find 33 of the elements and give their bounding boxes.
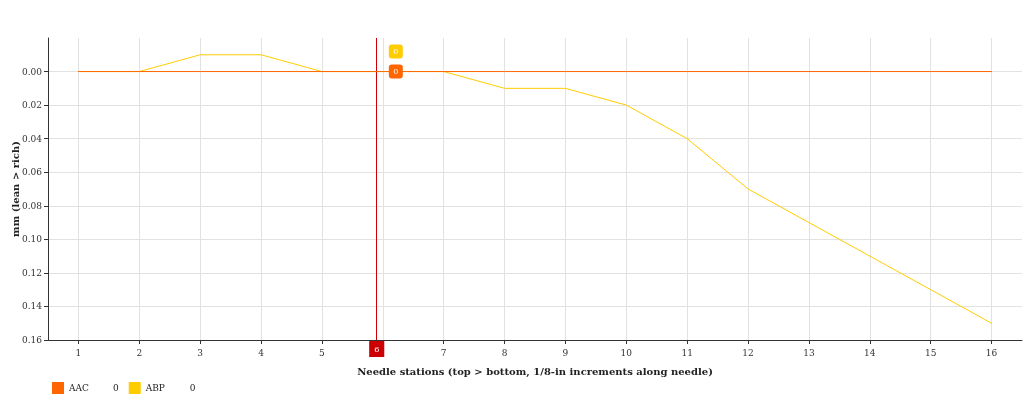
x-tick-label: 16 (985, 347, 998, 358)
x-tick-label: 8 (501, 347, 508, 358)
y-tick-label: 0.02 (21, 100, 42, 111)
y-tick-label: 0.04 (21, 133, 43, 144)
y-tick-label: 0.00 (21, 66, 43, 77)
y-tick-label: 0.12 (21, 267, 42, 278)
x-tick-label: 10 (620, 347, 633, 358)
legend-label: AAC (68, 383, 89, 393)
annotation: 0 (393, 67, 399, 77)
x-tick-label: 9 (562, 347, 569, 358)
y-tick-label: 0.16 (21, 335, 43, 345)
x-tick-label: 2 (136, 347, 143, 358)
x-tick-label: 4 (258, 347, 265, 358)
x-tick-label: 5 (319, 347, 326, 358)
y-tick-label: 0.08 (21, 200, 43, 211)
x-tick-label: 14 (864, 347, 876, 358)
x-tick-label: 12 (742, 347, 754, 358)
text: 0 (113, 383, 119, 393)
x-axis-title: Needle stations (top > bottom, 1/8-in increments along needle) (357, 365, 713, 378)
x-tick-label: 11 (681, 347, 693, 358)
x-tick-label: 1 (75, 347, 82, 358)
ref-line-label: 6 (374, 344, 380, 354)
x-tick-label: 3 (197, 347, 204, 358)
legend-label: ABP (144, 383, 165, 393)
x-tick-label: 15 (924, 347, 937, 358)
y-tick-label: 0.06 (21, 167, 43, 178)
text: 0 (189, 383, 196, 393)
y-tick-label: 0.10 (21, 234, 43, 245)
annotation: 0 (393, 47, 399, 57)
y-axis-title: mm (lean > rich) (9, 141, 21, 237)
x-tick-label: 7 (440, 347, 447, 358)
y-tick-label: 0.14 (21, 301, 43, 312)
x-tick-label: 13 (803, 347, 815, 358)
